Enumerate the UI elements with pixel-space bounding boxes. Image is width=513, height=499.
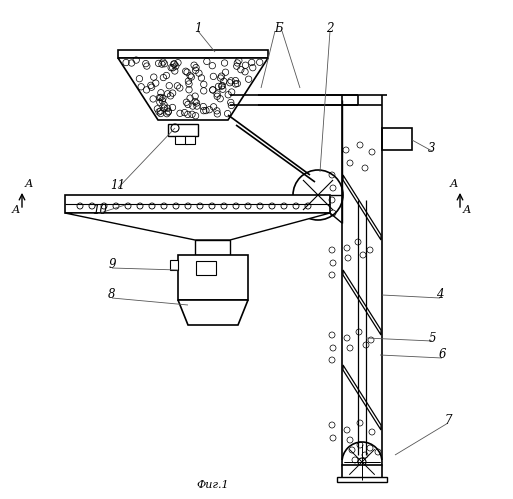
Polygon shape [343,365,381,430]
Text: 3: 3 [428,142,436,155]
Text: 2: 2 [326,21,334,34]
Text: 1: 1 [194,21,202,34]
Polygon shape [65,213,330,240]
Bar [175,136,187,144]
Text: 11: 11 [110,179,126,192]
Bar [65,195,330,213]
Polygon shape [343,270,381,335]
Circle shape [358,458,366,466]
Text: А: А [463,205,471,215]
Text: 6: 6 [438,348,446,361]
Bar [185,136,195,144]
Polygon shape [118,58,268,120]
Text: 10: 10 [92,204,108,217]
Text: 8: 8 [108,288,116,301]
Text: 5: 5 [428,331,436,344]
Bar [195,240,230,255]
Polygon shape [343,175,381,240]
Text: Фиг.1: Фиг.1 [196,480,229,490]
Bar [178,255,248,300]
Bar [168,124,198,136]
Polygon shape [178,300,248,325]
Bar [342,465,382,480]
Text: А: А [25,179,33,189]
Bar [337,477,387,482]
Text: 4: 4 [436,288,444,301]
Bar [196,261,216,275]
Text: А: А [12,205,20,215]
Bar [118,50,268,58]
Text: А: А [450,179,458,189]
Text: 7: 7 [444,414,452,427]
Bar [170,260,178,270]
Text: 9: 9 [108,258,116,271]
Text: Б: Б [274,21,282,34]
Bar [382,128,412,150]
